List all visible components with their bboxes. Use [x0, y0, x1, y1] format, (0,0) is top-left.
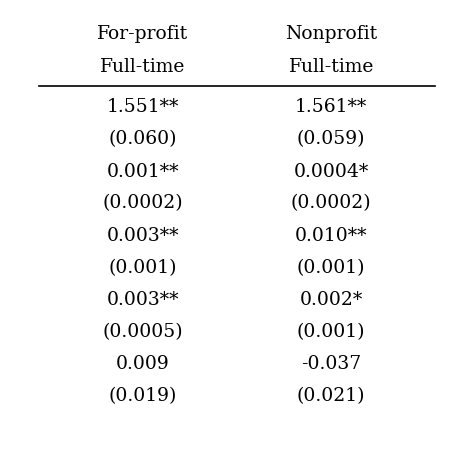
Text: (0.001): (0.001) — [297, 323, 365, 341]
Text: 0.0004*: 0.0004* — [293, 163, 369, 181]
Text: Nonprofit: Nonprofit — [285, 26, 377, 44]
Text: 0.010**: 0.010** — [295, 227, 367, 245]
Text: 0.002*: 0.002* — [300, 291, 363, 309]
Text: 1.561**: 1.561** — [295, 99, 367, 117]
Text: (0.019): (0.019) — [109, 387, 177, 405]
Text: (0.059): (0.059) — [297, 130, 365, 148]
Text: (0.0002): (0.0002) — [291, 194, 372, 212]
Text: 0.003**: 0.003** — [107, 291, 179, 309]
Text: (0.0002): (0.0002) — [102, 194, 183, 212]
Text: 1.551**: 1.551** — [107, 99, 179, 117]
Text: (0.001): (0.001) — [109, 259, 177, 277]
Text: (0.021): (0.021) — [297, 387, 365, 405]
Text: (0.0005): (0.0005) — [102, 323, 183, 341]
Text: 0.001**: 0.001** — [107, 163, 179, 181]
Text: Full-time: Full-time — [100, 58, 185, 76]
Text: 0.009: 0.009 — [116, 355, 170, 373]
Text: Full-time: Full-time — [289, 58, 374, 76]
Text: 0.003**: 0.003** — [107, 227, 179, 245]
Text: (0.001): (0.001) — [297, 259, 365, 277]
Text: For-profit: For-profit — [97, 26, 188, 44]
Text: (0.060): (0.060) — [109, 130, 177, 148]
Text: -0.037: -0.037 — [301, 355, 361, 373]
